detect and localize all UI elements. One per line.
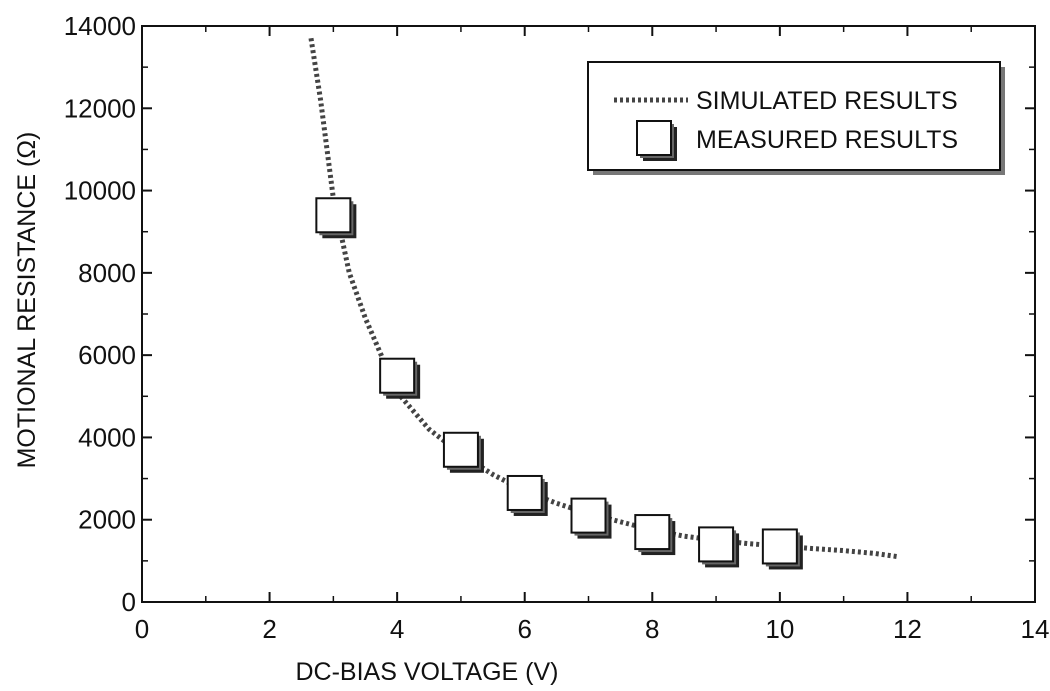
marker-face bbox=[506, 474, 543, 511]
y-tick-label: 14000 bbox=[64, 11, 136, 41]
y-tick-label: 2000 bbox=[78, 505, 136, 535]
marker-face bbox=[315, 197, 352, 234]
x-tick-label: 12 bbox=[893, 614, 922, 644]
y-tick-label: 10000 bbox=[64, 176, 136, 206]
x-tick-label: 0 bbox=[135, 614, 149, 644]
measured-point bbox=[442, 431, 484, 473]
x-tick-label: 10 bbox=[765, 614, 794, 644]
measured-point bbox=[698, 526, 740, 568]
x-tick-label: 8 bbox=[645, 614, 659, 644]
marker-face bbox=[379, 357, 416, 394]
marker-face bbox=[634, 514, 671, 551]
marker-face bbox=[442, 431, 479, 468]
x-tick-label: 14 bbox=[1021, 614, 1050, 644]
legend-measured-label: MEASURED RESULTS bbox=[696, 126, 958, 154]
y-tick-label: 0 bbox=[122, 587, 136, 617]
marker-face bbox=[636, 120, 672, 156]
ticks: 0 2 4 6 8 10 12 14 0 2000 4000 6000 8000 10000 12000 14… bbox=[64, 11, 1050, 644]
y-tick-label: 12000 bbox=[64, 93, 136, 123]
marker-face bbox=[698, 526, 735, 563]
x-axis-title: DC-BIAS VOLTAGE (V) bbox=[295, 658, 558, 686]
y-tick-label: 8000 bbox=[78, 258, 136, 288]
x-tick-label: 4 bbox=[390, 614, 404, 644]
measured-point bbox=[634, 514, 676, 556]
series bbox=[308, 37, 899, 570]
measured-point bbox=[315, 197, 357, 239]
measured-point bbox=[379, 357, 421, 399]
x-tick-label: 2 bbox=[262, 614, 276, 644]
legend-simulated-label: SIMULATED RESULTS bbox=[696, 87, 958, 115]
marker-face bbox=[761, 528, 798, 565]
marker-face bbox=[570, 497, 607, 534]
legend-measured-swatch bbox=[636, 120, 677, 161]
y-tick-label: 6000 bbox=[78, 340, 136, 370]
y-tick-label: 4000 bbox=[78, 422, 136, 452]
x-tick-label: 6 bbox=[517, 614, 531, 644]
y-axis-title: MOTIONAL RESISTANCE (Ω) bbox=[13, 132, 41, 469]
measured-point bbox=[570, 497, 612, 539]
measured-point bbox=[506, 474, 548, 516]
legend: SIMULATED RESULTS MEASURED RESULTS bbox=[587, 61, 1005, 175]
measured-point bbox=[761, 528, 803, 570]
